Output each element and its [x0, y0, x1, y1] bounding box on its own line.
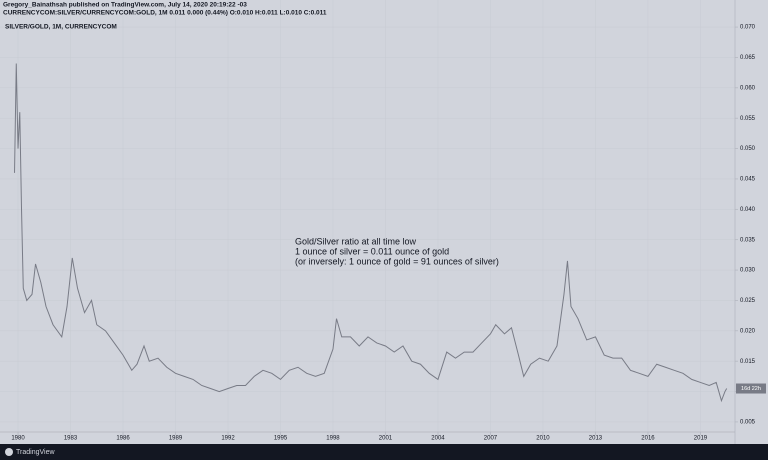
- y-tick-label: 0.015: [740, 359, 756, 365]
- y-tick-label: 0.045: [740, 177, 756, 183]
- y-tick-label: 0.065: [740, 55, 756, 61]
- x-tick-label: 1998: [326, 436, 340, 442]
- y-tick-label: 0.070: [740, 25, 756, 31]
- countdown: 16d 22h: [741, 386, 761, 392]
- symbol-line: CURRENCYCOM:SILVER/CURRENCYCOM:GOLD, 1M …: [3, 10, 327, 17]
- x-tick-label: 2019: [694, 436, 708, 442]
- footer-bar: [0, 444, 768, 460]
- x-tick-label: 2016: [641, 436, 655, 442]
- y-tick-label: 0.050: [740, 146, 756, 152]
- x-tick-label: 2007: [484, 436, 498, 442]
- price-line: [14, 63, 728, 403]
- y-tick-label: 0.040: [740, 207, 756, 213]
- x-tick-label: 2001: [379, 436, 393, 442]
- y-tick-label: 0.060: [740, 85, 756, 91]
- y-tick-label: 0.025: [740, 298, 756, 304]
- annotation: 1 ounce of silver = 0.011 ounce of gold: [295, 246, 449, 256]
- y-tick-label: 0.030: [740, 268, 756, 274]
- y-tick-label: 0.035: [740, 237, 756, 243]
- x-tick-label: 2010: [536, 436, 550, 442]
- annotation: Gold/Silver ratio at all time low: [295, 236, 417, 246]
- y-tick-label: 0.055: [740, 116, 756, 122]
- x-tick-label: 2013: [589, 436, 603, 442]
- publisher-line: Gregory_Bainathsah published on TradingV…: [3, 2, 247, 9]
- x-tick-label: 1986: [116, 436, 130, 442]
- chart-title: SILVER/GOLD, 1M, CURRENCYCOM: [5, 24, 117, 31]
- x-tick-label: 1992: [221, 436, 235, 442]
- annotation: (or inversely: 1 ounce of gold = 91 ounc…: [295, 256, 499, 266]
- x-tick-label: 1983: [64, 436, 78, 442]
- x-tick-label: 1989: [169, 436, 183, 442]
- x-tick-label: 2004: [431, 436, 445, 442]
- x-tick-label: 1980: [11, 436, 25, 442]
- brand: TradingView: [16, 449, 55, 456]
- countdown-box: [736, 383, 766, 394]
- grid: [0, 0, 735, 432]
- brand-logo: [5, 448, 13, 456]
- y-tick-label: 0.020: [740, 328, 756, 334]
- x-tick-label: 1995: [274, 436, 288, 442]
- y-tick-label: 0.005: [740, 420, 756, 426]
